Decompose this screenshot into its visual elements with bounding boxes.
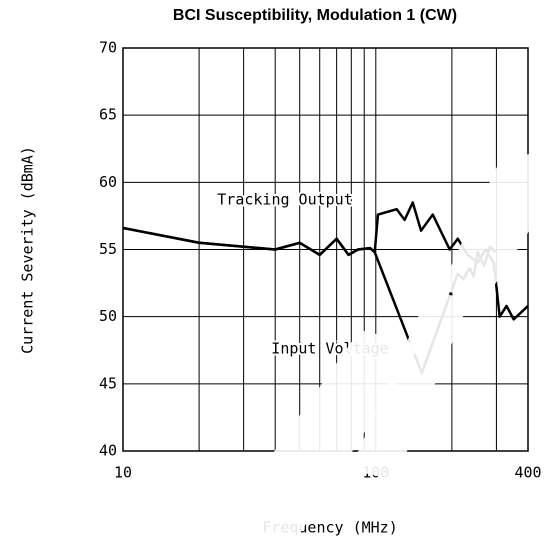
y-tick-label: 65: [99, 106, 117, 124]
watermark-band: [440, 150, 549, 300]
watermark-band: [350, 290, 470, 480]
chart-title: BCI Susceptibility, Modulation 1 (CW): [173, 7, 457, 24]
watermark: [205, 150, 549, 549]
y-axis-label: Current Severity (dBmA): [19, 146, 37, 354]
y-tick-label: 55: [99, 240, 117, 258]
x-tick-label: 400: [514, 464, 541, 482]
series-label: Tracking Output: [217, 191, 352, 209]
y-tick-label: 40: [99, 442, 117, 460]
watermark-band: [205, 330, 420, 549]
y-tick-label: 60: [99, 173, 117, 191]
x-tick-label: 10: [114, 464, 132, 482]
y-tick-label: 50: [99, 307, 117, 325]
y-tick-label: 70: [99, 39, 117, 57]
y-tick-label: 45: [99, 374, 117, 392]
